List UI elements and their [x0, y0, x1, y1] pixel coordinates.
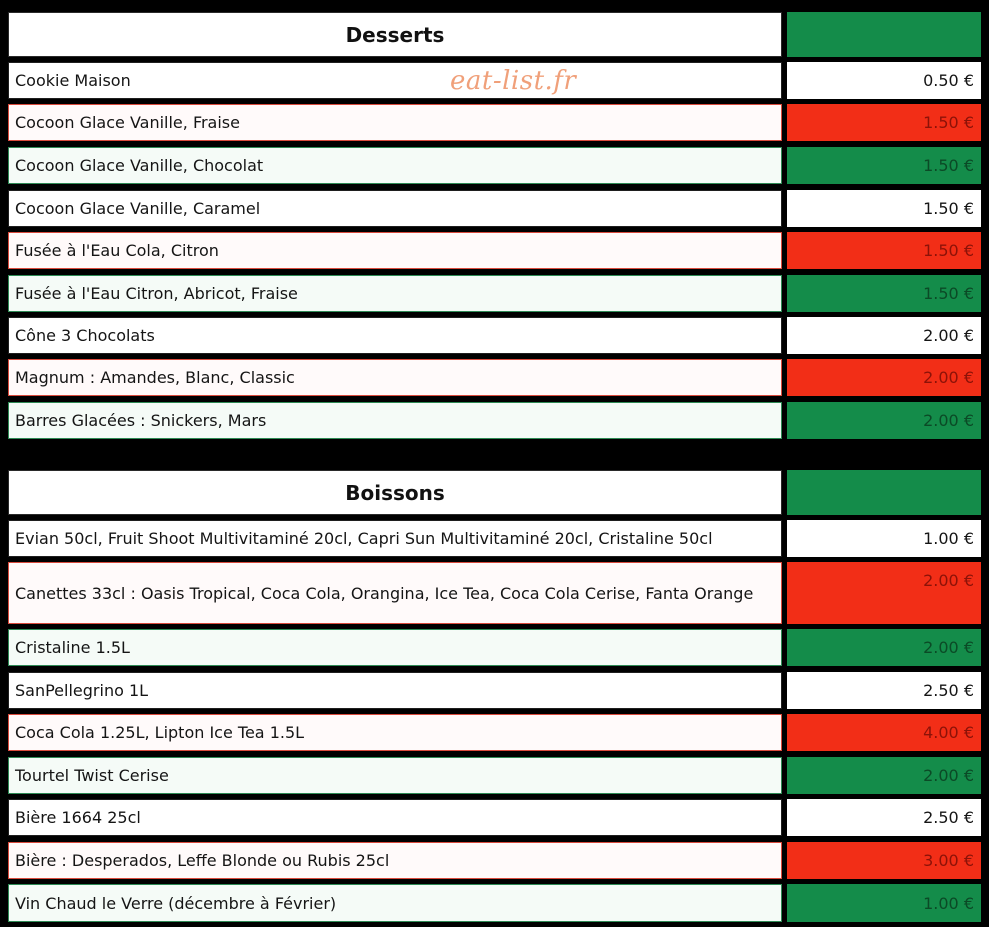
item-name: Cône 3 Chocolats	[8, 317, 782, 354]
item-price: 2.50 €	[787, 672, 981, 709]
item-price: 2.00 €	[787, 402, 981, 439]
item-name: Cocoon Glace Vanille, Caramel	[8, 190, 782, 227]
item-price: 1.50 €	[787, 232, 981, 269]
item-price: 2.00 €	[787, 629, 981, 666]
item-name: Barres Glacées : Snickers, Mars	[8, 402, 782, 439]
section-header-green-cell	[787, 470, 981, 515]
item-name: Cocoon Glace Vanille, Fraise	[8, 104, 782, 141]
item-name: Fusée à l'Eau Cola, Citron	[8, 232, 782, 269]
item-name: Cristaline 1.5L	[8, 629, 782, 666]
item-price: 3.00 €	[787, 842, 981, 879]
item-name: SanPellegrino 1L	[8, 672, 782, 709]
item-price: 1.50 €	[787, 190, 981, 227]
item-price: 2.00 €	[787, 359, 981, 396]
item-name: Tourtel Twist Cerise	[8, 757, 782, 794]
item-price: 1.00 €	[787, 520, 981, 557]
item-price: 1.00 €	[787, 884, 981, 922]
item-price: 2.50 €	[787, 799, 981, 836]
item-price: 1.50 €	[787, 104, 981, 141]
item-price: 1.50 €	[787, 147, 981, 184]
item-name: Evian 50cl, Fruit Shoot Multivitaminé 20…	[8, 520, 782, 557]
item-name: Coca Cola 1.25L, Lipton Ice Tea 1.5L	[8, 714, 782, 751]
section-title: Boissons	[8, 470, 782, 515]
item-name: Vin Chaud le Verre (décembre à Février)	[8, 884, 782, 922]
item-price: 2.00 €	[787, 562, 981, 624]
item-name: Bière : Desperados, Leffe Blonde ou Rubi…	[8, 842, 782, 879]
item-price: 4.00 €	[787, 714, 981, 751]
item-name: Bière 1664 25cl	[8, 799, 782, 836]
item-name: Cocoon Glace Vanille, Chocolat	[8, 147, 782, 184]
item-name: Magnum : Amandes, Blanc, Classic	[8, 359, 782, 396]
item-price: 1.50 €	[787, 275, 981, 312]
section-header-green-cell	[787, 12, 981, 57]
item-price: 2.00 €	[787, 317, 981, 354]
item-name: Fusée à l'Eau Citron, Abricot, Fraise	[8, 275, 782, 312]
item-price: 2.00 €	[787, 757, 981, 794]
item-price: 0.50 €	[787, 62, 981, 99]
section-title: Desserts	[8, 12, 782, 57]
item-name: Canettes 33cl : Oasis Tropical, Coca Col…	[8, 562, 782, 624]
item-name: Cookie Maison	[8, 62, 782, 99]
